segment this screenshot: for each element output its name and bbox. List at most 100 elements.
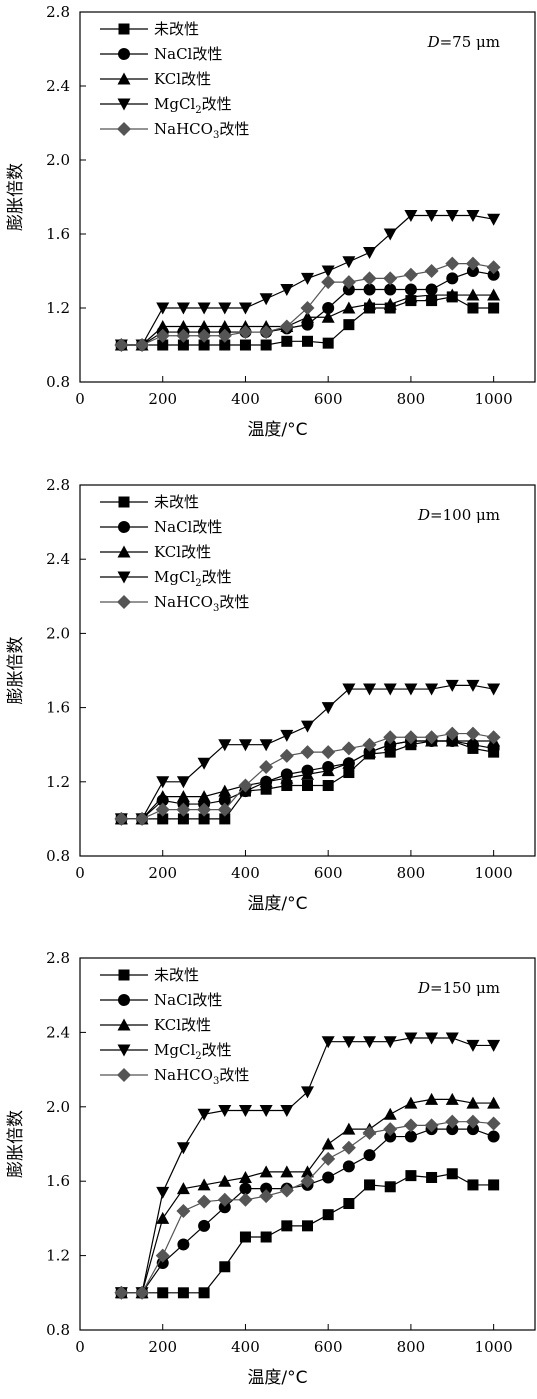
series-line — [121, 1121, 494, 1294]
data-point — [217, 802, 232, 817]
data-point — [342, 283, 355, 296]
data-point — [239, 1231, 251, 1243]
data-point — [425, 1092, 439, 1105]
data-point — [321, 1036, 335, 1049]
data-point — [425, 1032, 439, 1045]
data-point — [362, 1125, 377, 1140]
data-point — [486, 260, 501, 275]
data-point — [279, 748, 294, 763]
data-point — [176, 1182, 190, 1195]
series-line — [121, 1173, 494, 1294]
legend-marker — [117, 571, 131, 584]
data-point — [218, 302, 232, 315]
data-point — [343, 767, 355, 779]
data-point — [383, 228, 397, 241]
data-point — [362, 271, 377, 286]
data-point — [384, 1181, 396, 1193]
data-point — [403, 267, 418, 282]
data-point — [322, 302, 335, 314]
size-annotation: D=100 μm — [417, 506, 500, 524]
data-point — [197, 757, 211, 770]
series-5 — [114, 1114, 501, 1300]
series-3 — [114, 1092, 501, 1299]
x-tick-label: 200 — [148, 1338, 177, 1356]
data-point — [321, 275, 336, 290]
data-point — [488, 302, 500, 314]
data-point — [300, 745, 315, 760]
y-tick-label: 2.0 — [46, 151, 70, 169]
data-point — [135, 1285, 150, 1300]
data-point — [114, 1285, 129, 1300]
data-point — [404, 290, 418, 303]
series-4 — [114, 1032, 501, 1300]
x-tick-label: 200 — [148, 864, 177, 882]
data-point — [197, 328, 212, 343]
data-point — [445, 1092, 459, 1105]
data-point — [445, 256, 460, 271]
x-tick-label: 1000 — [475, 390, 513, 408]
data-point — [425, 288, 439, 301]
data-point — [280, 284, 294, 296]
data-point — [177, 1287, 189, 1299]
data-point — [404, 1096, 418, 1109]
data-point — [259, 293, 273, 306]
data-point — [281, 1220, 293, 1232]
y-tick-label: 2.4 — [46, 550, 70, 568]
data-point — [198, 813, 210, 825]
x-tick-label: 0 — [75, 864, 85, 882]
series-line — [121, 1098, 494, 1294]
data-point — [342, 756, 356, 769]
legend: 未改性 NaCl改性 KCl改性 MgCl2改性 NaHCO3改性 — [100, 493, 249, 614]
data-point — [424, 264, 439, 278]
legend-label: MgCl2改性 — [154, 95, 232, 116]
legend-label: 未改性 — [154, 20, 199, 38]
data-point — [219, 813, 231, 825]
legend-label: NaHCO3改性 — [154, 1066, 249, 1087]
data-point — [176, 1203, 191, 1218]
y-tick-label: 1.2 — [46, 773, 70, 791]
data-point — [383, 683, 397, 696]
size-annotation: D=75 μm — [427, 33, 500, 51]
data-point — [238, 1170, 252, 1183]
data-point — [404, 1130, 417, 1143]
legend: 未改性 NaCl改性 KCl改性 MgCl2改性 NaHCO3改性 — [100, 20, 249, 141]
data-point — [301, 720, 314, 733]
data-point — [301, 272, 314, 285]
data-point — [177, 813, 189, 825]
data-point — [176, 802, 191, 817]
y-tick-label: 2.4 — [46, 1023, 70, 1041]
data-point — [383, 271, 398, 286]
data-point — [383, 1107, 397, 1120]
x-tick-label: 400 — [231, 1338, 260, 1356]
plot-frame — [79, 957, 536, 1331]
data-point — [384, 283, 397, 296]
data-point — [322, 337, 334, 349]
data-point — [403, 1118, 418, 1133]
data-point — [260, 783, 272, 795]
data-point — [362, 737, 377, 752]
y-tick-label: 0.8 — [46, 373, 70, 391]
data-point — [445, 288, 459, 301]
data-point — [280, 1165, 294, 1178]
data-point — [445, 679, 459, 692]
data-point — [218, 794, 231, 807]
data-point — [488, 1179, 500, 1191]
data-point — [363, 1149, 376, 1162]
size-annotation: D=150 μm — [417, 979, 500, 997]
chart-panel-1: 0.8 1.2 1.6 2.0 2.4 2.8 0 200 400 600 800 1000 温度/°C… — [6, 3, 536, 440]
data-point — [383, 1036, 397, 1049]
data-point — [445, 726, 460, 741]
data-point — [384, 1130, 397, 1143]
data-point — [259, 1165, 273, 1178]
data-point — [321, 1137, 335, 1150]
data-point — [239, 1182, 252, 1195]
series-2 — [115, 1123, 500, 1299]
y-tick-label: 1.2 — [46, 299, 70, 317]
data-point — [156, 302, 170, 315]
plot-frame — [79, 484, 536, 857]
data-point — [198, 339, 210, 351]
data-point — [197, 1194, 212, 1209]
data-point — [259, 739, 273, 752]
legend-label: NaHCO3改性 — [154, 593, 249, 614]
